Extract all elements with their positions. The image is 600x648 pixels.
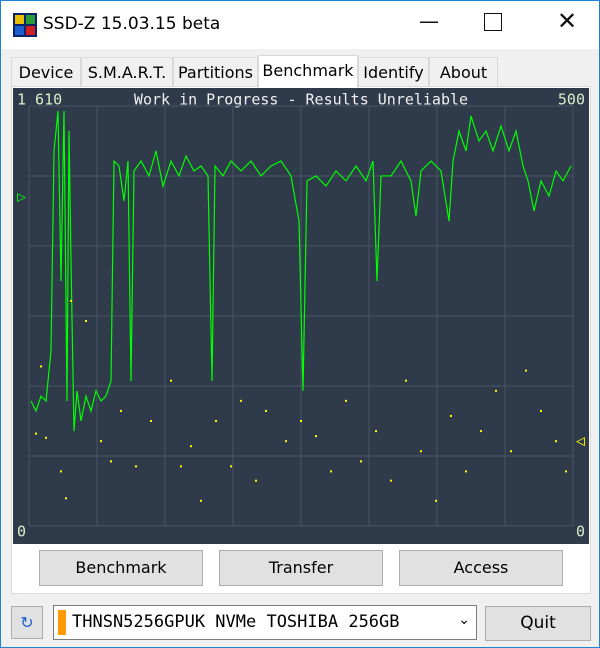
access-dot [45, 436, 47, 439]
access-dot [510, 450, 512, 453]
access-dot [65, 497, 67, 500]
access-dot [315, 435, 317, 438]
button[interactable]: Access [399, 550, 563, 586]
access-dot [300, 420, 302, 422]
access-dot [540, 409, 542, 412]
access-dot [215, 420, 217, 422]
access-dot [525, 369, 527, 372]
chart-title: Work in Progress - Results Unreliable [134, 91, 468, 109]
drive-name: THNSN5256GPUK NVMe TOSHIBA 256GB [72, 612, 400, 632]
access-dot [330, 470, 332, 473]
access-dot [240, 399, 242, 402]
access-dot [85, 320, 87, 323]
close[interactable]: ✕ [557, 7, 578, 35]
access-dot [360, 460, 362, 463]
throughput-line [30, 110, 572, 432]
access-dot [70, 299, 72, 302]
drive-select[interactable]: THNSN5256GPUK NVMe TOSHIBA 256GB ⌄ [53, 605, 477, 640]
access-dot [375, 430, 377, 433]
access-dot [60, 470, 62, 473]
access-dot [230, 465, 232, 468]
access-dot [480, 430, 482, 433]
access-dot [200, 499, 202, 502]
tab[interactable]: Partitions [173, 57, 258, 86]
window-title: SSD-Z 15.03.15 beta [43, 14, 221, 34]
avg-marker: ◁ [576, 432, 585, 450]
access-dot [35, 432, 37, 435]
y2-tick-label: 500 [558, 91, 585, 109]
refresh-button[interactable]: ↻ [11, 606, 43, 639]
drive-color [58, 610, 66, 635]
tab[interactable]: Identify [358, 57, 429, 86]
tab[interactable]: Device [11, 57, 81, 86]
avg-marker: ▷ [17, 188, 26, 206]
access-dot [420, 450, 422, 453]
chart: Work in Progress - Results Unreliable ▷ … [13, 88, 589, 544]
app-icon [13, 13, 37, 37]
button[interactable]: Transfer [219, 550, 383, 586]
access-dot [565, 470, 567, 473]
tab[interactable]: Benchmark [258, 55, 358, 88]
quit-button[interactable]: Quit [485, 606, 591, 641]
access-dot [120, 409, 122, 412]
minimize[interactable]: — [419, 9, 439, 33]
y-tick-label: 1 610 [17, 91, 62, 109]
access-dot [110, 460, 112, 463]
y2-tick-label: 0 [576, 523, 585, 541]
button[interactable]: Benchmark [39, 550, 203, 586]
access-dot [135, 465, 137, 468]
maximize[interactable] [484, 13, 502, 31]
access-dot [390, 479, 392, 482]
access-dot [40, 365, 42, 368]
access-dot [255, 479, 257, 482]
y-tick-label: 0 [17, 523, 26, 541]
access-dot [405, 379, 407, 382]
dropdown-arrow: ⌄ [458, 612, 470, 628]
tab[interactable]: S.M.A.R.T. [81, 57, 173, 86]
access-dot [435, 499, 437, 502]
access-dot [100, 440, 102, 443]
access-dot [555, 440, 557, 443]
access-dot [180, 465, 182, 468]
access-dot [190, 445, 192, 448]
access-dot [495, 389, 497, 392]
title-bar: SSD-Z 15.03.15 beta — ✕ [1, 1, 599, 49]
access-dot [150, 420, 152, 422]
access-dot [450, 414, 452, 417]
access-dot [265, 409, 267, 412]
tab[interactable]: About [429, 57, 498, 86]
access-dot [345, 399, 347, 402]
access-dot [170, 379, 172, 382]
access-dot [285, 440, 287, 443]
access-dot [465, 470, 467, 473]
